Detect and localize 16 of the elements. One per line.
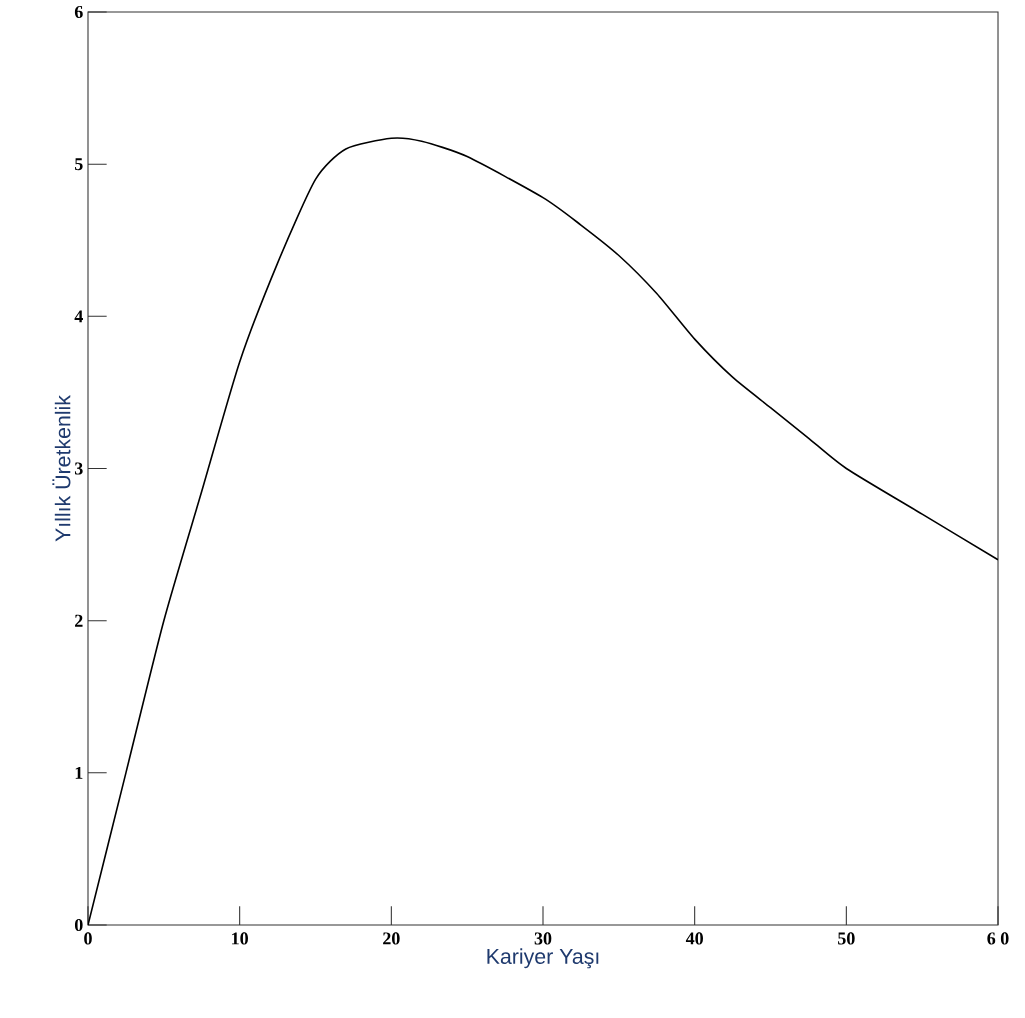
- x-tick-label: 40: [685, 932, 703, 945]
- y-tick-label: 1: [75, 766, 83, 779]
- y-tick-label: 5: [75, 158, 83, 171]
- x-tick-label: 10: [232, 932, 248, 945]
- y-tick-label: 2: [75, 614, 83, 627]
- x-tick-label: 20: [383, 932, 400, 945]
- y-tick-label: 6: [74, 5, 83, 19]
- y-tick-label: 4: [74, 310, 83, 323]
- x-tick-label: 6 0: [987, 932, 1009, 945]
- x-tick-label: 30: [534, 932, 552, 945]
- y-axis-title: Yıllık Üretkenlik: [52, 395, 71, 542]
- x-tick-label: 50: [838, 932, 855, 945]
- x-tick-label: 0: [84, 932, 92, 945]
- y-tick-label: 0: [74, 918, 83, 932]
- x-axis-title: Kariyer Yaşı: [487, 948, 599, 969]
- y-tick-label: 3: [74, 462, 83, 475]
